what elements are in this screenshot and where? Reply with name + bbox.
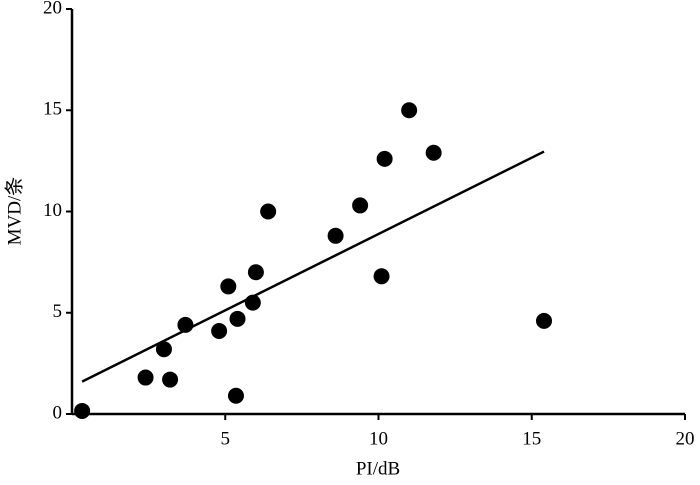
y-tick-label: 20 <box>43 0 62 18</box>
point <box>155 341 172 358</box>
point <box>177 316 194 333</box>
point <box>425 144 442 161</box>
x-axis-label: PI/dB <box>356 458 400 479</box>
y-tick-label: 15 <box>43 99 62 120</box>
point <box>247 264 264 281</box>
y-axis-label: MVD/条 <box>3 177 25 246</box>
point <box>352 197 369 214</box>
x-tick-label: 5 <box>221 428 231 449</box>
point <box>244 294 261 311</box>
point <box>229 310 246 327</box>
x-tick-label: 15 <box>522 428 541 449</box>
x-tick-label: 10 <box>369 428 388 449</box>
point <box>162 371 179 388</box>
point <box>220 278 237 295</box>
point <box>74 402 91 419</box>
point <box>260 203 277 220</box>
point <box>373 268 390 285</box>
x-tick-label: 20 <box>676 428 695 449</box>
point <box>376 150 393 167</box>
point <box>327 227 344 244</box>
point <box>137 369 154 386</box>
point <box>401 102 418 119</box>
y-tick-label: 5 <box>53 301 63 322</box>
y-tick-label: 0 <box>53 402 63 423</box>
point <box>227 387 244 404</box>
point <box>211 322 228 339</box>
y-tick-label: 10 <box>43 200 62 221</box>
point <box>536 312 553 329</box>
trend-line <box>81 150 545 383</box>
